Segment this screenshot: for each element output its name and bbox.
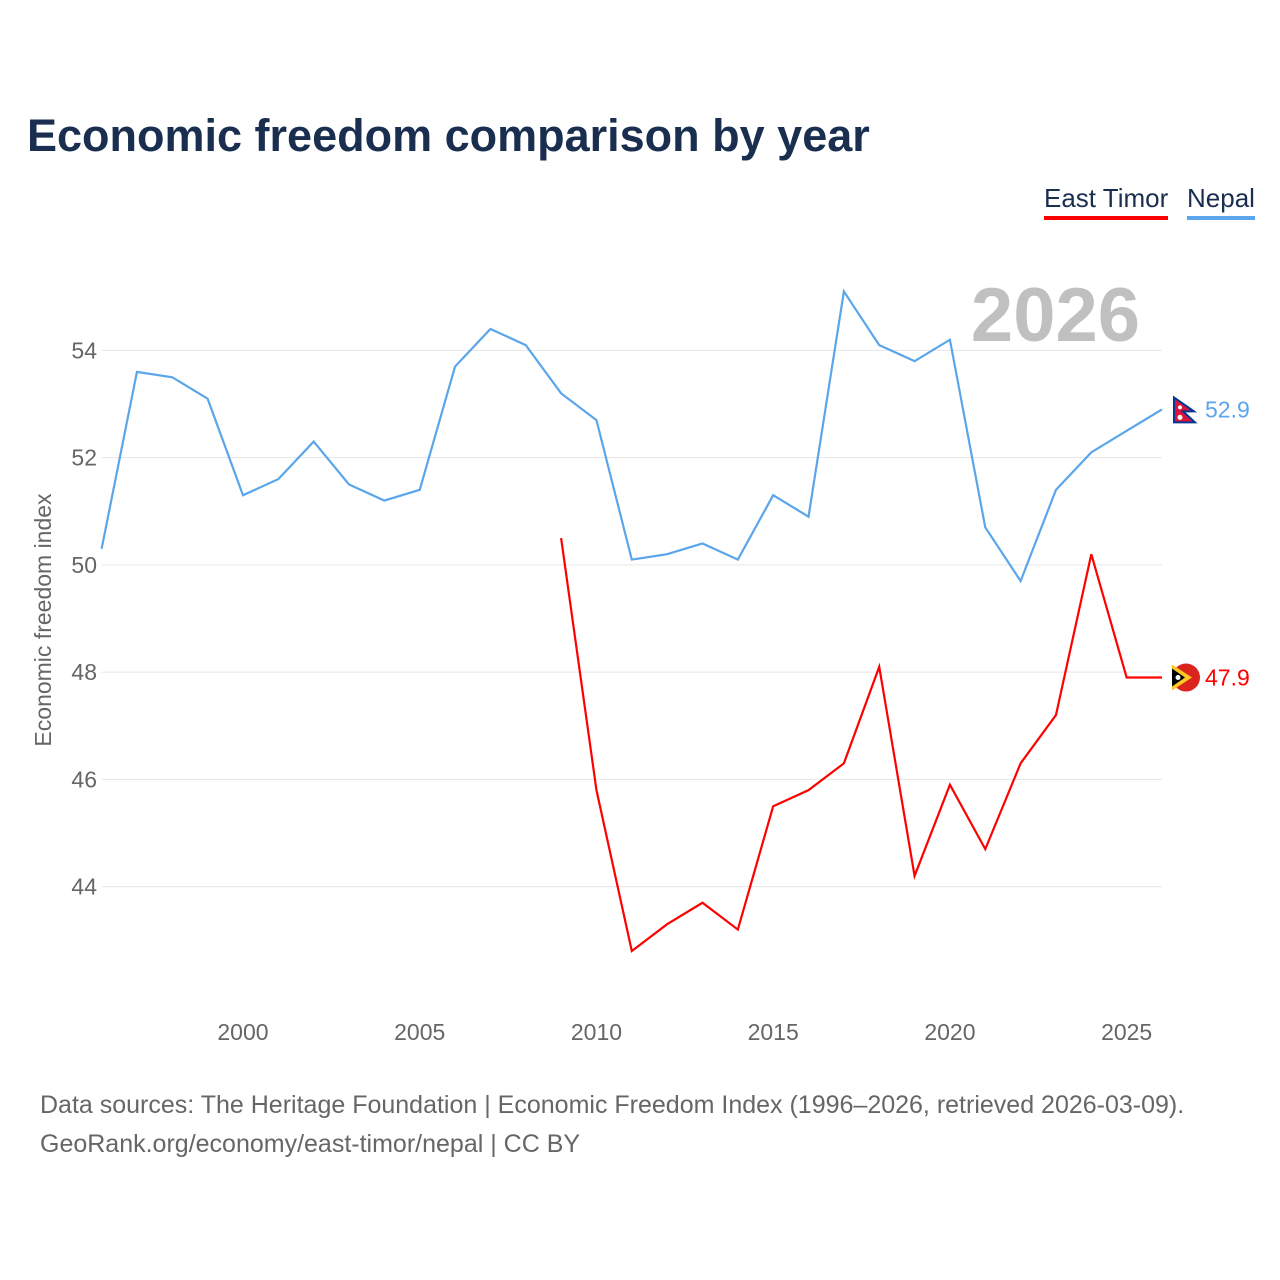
data-point xyxy=(1018,578,1024,584)
data-point xyxy=(593,417,599,423)
end-value-label: 47.9 xyxy=(1205,665,1250,691)
x-tick-label: 2015 xyxy=(748,1019,799,1045)
source-line-1: Data sources: The Heritage Foundation | … xyxy=(40,1091,1185,1119)
y-tick-label: 48 xyxy=(71,659,97,685)
data-point xyxy=(558,390,564,396)
line-chart: 44 46 48 50 52 54 2000 2005 2010 2015 2020 2025 Econ… xyxy=(30,273,1250,1045)
data-point xyxy=(1124,675,1130,681)
data-point xyxy=(876,664,882,670)
data-point xyxy=(1159,406,1165,412)
data-point xyxy=(311,439,317,445)
data-point xyxy=(381,498,387,504)
data-point xyxy=(735,927,741,933)
data-point xyxy=(1053,487,1059,493)
data-point xyxy=(169,374,175,380)
data-point xyxy=(134,369,140,375)
y-axis-label: Economic freedom index xyxy=(30,493,56,747)
y-tick-label: 44 xyxy=(71,874,97,900)
y-tick-label: 54 xyxy=(71,337,97,363)
nepal-flag-icon xyxy=(1172,395,1200,424)
data-point xyxy=(417,487,423,493)
data-point xyxy=(1018,760,1024,766)
year-label: 2026 xyxy=(971,273,1140,358)
data-point xyxy=(947,337,953,343)
data-point xyxy=(664,551,670,557)
x-tick-label: 2010 xyxy=(571,1019,622,1045)
flag-star xyxy=(1175,675,1181,681)
data-point xyxy=(452,364,458,370)
data-point xyxy=(876,342,882,348)
data-point xyxy=(770,803,776,809)
data-point xyxy=(346,481,352,487)
legend-nepal[interactable]: Nepal xyxy=(1187,183,1255,220)
y-tick-label: 50 xyxy=(71,552,97,578)
series-line-nepal xyxy=(100,288,1163,584)
data-point xyxy=(947,782,953,788)
data-point xyxy=(1124,428,1130,434)
data-point xyxy=(629,557,635,563)
data-point xyxy=(735,557,741,563)
end-value-label: 52.9 xyxy=(1205,396,1250,422)
data-point xyxy=(912,358,918,364)
legend-east-timor[interactable]: East Timor xyxy=(1044,183,1169,220)
data-point xyxy=(1088,449,1094,455)
source-line-2[interactable]: GeoRank.org/economy/east-timor/nepal | C… xyxy=(40,1130,581,1158)
flag-sun xyxy=(1177,414,1183,420)
data-point xyxy=(699,900,705,906)
data-point xyxy=(841,760,847,766)
data-point xyxy=(699,540,705,546)
data-point xyxy=(982,524,988,530)
east-timor-flag-icon xyxy=(1172,663,1200,692)
data-point xyxy=(912,873,918,879)
x-tick-label: 2020 xyxy=(924,1019,975,1045)
data-point xyxy=(99,546,105,552)
x-tick-label: 2005 xyxy=(394,1019,445,1045)
data-point xyxy=(1159,675,1165,681)
data-point xyxy=(770,492,776,498)
x-tick-label: 2025 xyxy=(1101,1019,1152,1045)
data-point xyxy=(523,342,529,348)
source-note: Data sources: The Heritage Foundation | … xyxy=(40,1086,1184,1164)
data-point xyxy=(275,476,281,482)
series-line-east-timor xyxy=(560,537,1162,953)
data-point xyxy=(664,921,670,927)
flag-moon xyxy=(1178,405,1182,410)
data-point xyxy=(841,288,847,294)
data-point xyxy=(806,514,812,520)
data-point xyxy=(1053,712,1059,718)
chart-title: Economic freedom comparison by year xyxy=(27,110,870,161)
data-point xyxy=(1088,551,1094,557)
data-point xyxy=(558,535,564,541)
x-tick-label: 2000 xyxy=(217,1019,268,1045)
data-point xyxy=(593,787,599,793)
data-point xyxy=(629,948,635,954)
data-point xyxy=(240,492,246,498)
data-point xyxy=(806,787,812,793)
data-point xyxy=(487,326,493,332)
y-tick-label: 46 xyxy=(71,766,97,792)
y-tick-label: 52 xyxy=(71,445,97,471)
data-point xyxy=(982,846,988,852)
data-point xyxy=(205,396,211,402)
